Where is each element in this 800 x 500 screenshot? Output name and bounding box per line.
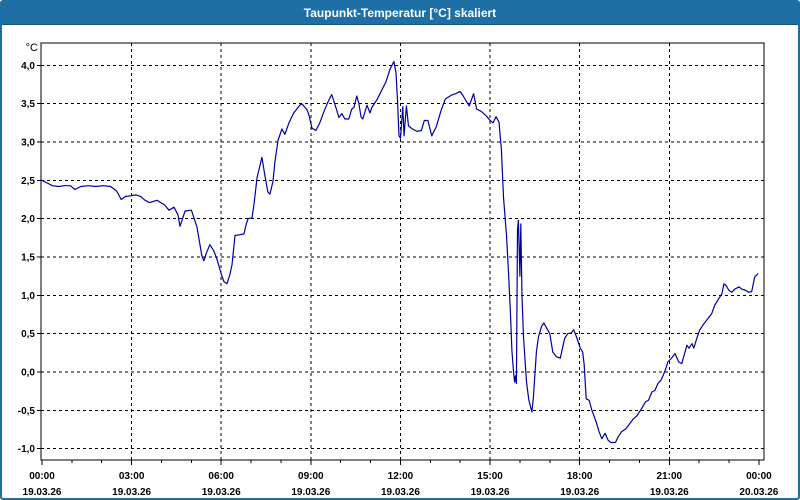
- y-tick-label: -1,0: [18, 444, 36, 455]
- y-tick-label: 1,0: [21, 291, 35, 302]
- x-time-label: 21:00: [657, 471, 683, 482]
- window-title: Taupunkt-Temperatur [°C] skaliert: [303, 6, 497, 20]
- x-date-label: 19.03.26: [112, 487, 151, 498]
- title-bar: Taupunkt-Temperatur [°C] skaliert: [2, 2, 798, 25]
- y-tick-label: 3,0: [21, 137, 35, 148]
- x-time-label: 18:00: [567, 471, 593, 482]
- plot-frame: [40, 42, 765, 461]
- x-date-label: 19.03.26: [23, 487, 62, 498]
- chart-canvas: °C 4,0 3,5 3,0 2,5 2,0 1,5 1,0 0,5 0,0 -0,5 -1,0 00…: [18, 42, 779, 498]
- chart-area: °C 4,0 3,5 3,0 2,5 2,0 1,5 1,0 0,5 0,0 -0,5 -1,0 00…: [2, 24, 798, 498]
- x-date-label: 19.03.26: [291, 487, 330, 498]
- x-date-label: 19.03.26: [202, 487, 241, 498]
- x-date-label: 19.03.26: [381, 487, 420, 498]
- y-tick-label: 1,5: [21, 252, 35, 263]
- y-axis-unit-label: °C: [26, 42, 38, 54]
- y-tick-label: 2,5: [21, 176, 35, 187]
- x-time-label: 12:00: [388, 471, 414, 482]
- y-tick-label: 0,5: [21, 329, 35, 340]
- y-tick-label: 2,0: [21, 214, 35, 225]
- x-date-label: 20.03.26: [739, 487, 778, 498]
- x-date-label: 19.03.26: [471, 487, 510, 498]
- y-tick-label: 0,0: [21, 367, 35, 378]
- x-time-label: 03:00: [119, 471, 145, 482]
- x-time-label: 06:00: [208, 471, 234, 482]
- x-date-label: 19.03.26: [650, 487, 689, 498]
- y-tick-label: 4,0: [21, 61, 35, 72]
- x-date-label: 19.03.26: [560, 487, 599, 498]
- y-tick-label: -0,5: [18, 406, 36, 417]
- x-time-label: 15:00: [477, 471, 503, 482]
- x-time-label: 00:00: [29, 471, 55, 482]
- temperature-series-line: [41, 60, 759, 444]
- x-time-label: 09:00: [298, 471, 324, 482]
- x-time-label: 00:00: [746, 471, 772, 482]
- y-tick-label: 3,5: [21, 99, 35, 110]
